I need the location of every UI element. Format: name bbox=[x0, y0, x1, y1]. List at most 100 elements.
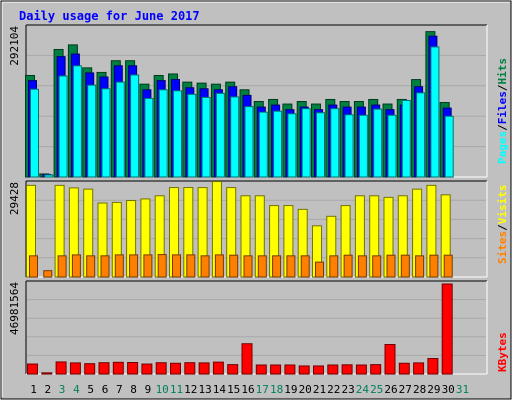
bar-kbytes-day-15 bbox=[227, 364, 239, 375]
x-tick-label-day-19: 19 bbox=[284, 383, 297, 396]
bar-kbytes-day-20 bbox=[298, 365, 310, 375]
x-axis-day-labels: 1 2 3 4 5 6 7 8 9 10 11 12 13 14 15 16 17 18 19 20 21 22 23 24 2… bbox=[30, 383, 469, 396]
legend-item: / bbox=[496, 224, 509, 231]
panel-background bbox=[26, 281, 487, 374]
bar-sites-day-7 bbox=[114, 254, 124, 278]
bar-kbytes-day-22 bbox=[327, 364, 339, 375]
bar-pages-day-27 bbox=[401, 99, 411, 178]
bar-kbytes-day-13 bbox=[198, 362, 210, 375]
bar-sites-day-1 bbox=[29, 255, 38, 278]
bar-pages-day-28 bbox=[416, 92, 426, 178]
bar-sites-day-6 bbox=[100, 255, 110, 278]
bar-sites-day-30 bbox=[443, 254, 453, 278]
bar-sites-day-22 bbox=[329, 255, 339, 278]
x-tick-label-day-22: 22 bbox=[327, 383, 340, 396]
x-tick-label-day-20: 20 bbox=[299, 383, 312, 396]
bar-pages-day-14 bbox=[215, 92, 225, 178]
bar-kbytes-day-18 bbox=[270, 364, 282, 375]
x-tick-label-day-14: 14 bbox=[213, 383, 227, 396]
bar-sites-day-3 bbox=[57, 255, 67, 278]
y-max-label-kbytes: 46981564 bbox=[8, 282, 21, 335]
x-tick-label-day-28: 28 bbox=[413, 383, 426, 396]
bar-kbytes-day-26 bbox=[384, 343, 396, 375]
bar-kbytes-day-2 bbox=[41, 372, 53, 375]
x-tick-label-day-16: 16 bbox=[241, 383, 254, 396]
bar-kbytes-day-10 bbox=[155, 362, 167, 375]
bar-kbytes-day-30 bbox=[441, 283, 453, 375]
bar-sites-day-5 bbox=[86, 255, 96, 278]
bar-sites-day-10 bbox=[157, 254, 167, 278]
bar-pages-day-12 bbox=[187, 93, 197, 178]
bar-pages-day-7 bbox=[115, 81, 125, 178]
x-tick-label-day-2: 2 bbox=[44, 383, 51, 396]
bar-pages-day-13 bbox=[201, 96, 211, 178]
bar-sites-day-18 bbox=[272, 255, 282, 278]
bar-kbytes-day-28 bbox=[413, 362, 425, 375]
bar-sites-day-16 bbox=[243, 255, 253, 278]
legend-item: Pages bbox=[496, 131, 509, 164]
y-max-label-visits: 29428 bbox=[8, 182, 21, 215]
bar-pages-day-18 bbox=[273, 110, 283, 178]
x-tick-label-day-21: 21 bbox=[313, 383, 326, 396]
bar-sites-day-25 bbox=[372, 255, 382, 278]
legend-item: Visits bbox=[496, 185, 509, 225]
bar-sites-day-8 bbox=[129, 254, 139, 278]
x-tick-label-day-5: 5 bbox=[87, 383, 94, 396]
bar-pages-day-8 bbox=[130, 74, 140, 178]
bar-kbytes-day-9 bbox=[141, 363, 153, 375]
bar-pages-day-26 bbox=[387, 114, 397, 178]
bar-kbytes-day-25 bbox=[370, 364, 382, 375]
bar-sites-day-29 bbox=[429, 254, 439, 278]
bar-sites-day-24 bbox=[357, 255, 367, 278]
bar-sites-day-20 bbox=[300, 255, 310, 278]
bar-kbytes-day-24 bbox=[355, 364, 367, 375]
bar-sites-day-28 bbox=[415, 255, 425, 278]
bar-kbytes-day-14 bbox=[212, 361, 224, 375]
bar-kbytes-day-19 bbox=[284, 364, 296, 375]
x-tick-label-day-31: 31 bbox=[456, 383, 469, 396]
legend-item: / bbox=[496, 124, 509, 131]
bar-sites-day-2 bbox=[43, 270, 53, 278]
legend-item: Hits bbox=[496, 58, 509, 85]
x-tick-label-day-12: 12 bbox=[184, 383, 197, 396]
bar-pages-day-2 bbox=[44, 174, 54, 178]
bar-pages-day-1 bbox=[30, 88, 39, 178]
x-tick-label-day-8: 8 bbox=[130, 383, 137, 396]
bar-pages-day-16 bbox=[244, 106, 254, 178]
bar-pages-day-22 bbox=[330, 108, 340, 178]
bar-kbytes-day-23 bbox=[341, 364, 353, 375]
bar-sites-day-4 bbox=[71, 254, 81, 278]
x-tick-label-day-9: 9 bbox=[145, 383, 152, 396]
bar-pages-day-21 bbox=[316, 112, 325, 178]
bar-kbytes-day-5 bbox=[84, 363, 96, 375]
bar-kbytes-day-11 bbox=[170, 362, 181, 375]
bar-sites-day-21 bbox=[315, 261, 324, 278]
bar-kbytes-day-17 bbox=[255, 364, 267, 375]
bar-pages-day-23 bbox=[344, 114, 354, 178]
legend-kbytes: KBytes bbox=[496, 332, 509, 372]
legend-visits: Sites/Visits bbox=[496, 185, 509, 265]
legend-item: / bbox=[496, 84, 509, 91]
bar-sites-day-27 bbox=[400, 254, 410, 278]
x-tick-label-day-13: 13 bbox=[198, 383, 211, 396]
bar-pages-day-9 bbox=[144, 97, 154, 178]
bar-pages-day-5 bbox=[87, 84, 97, 178]
bar-sites-day-17 bbox=[257, 255, 267, 278]
x-tick-label-day-3: 3 bbox=[59, 383, 66, 396]
bar-pages-day-29 bbox=[430, 46, 440, 178]
bar-kbytes-day-27 bbox=[398, 362, 410, 375]
x-tick-label-day-29: 29 bbox=[427, 383, 440, 396]
bar-pages-day-3 bbox=[58, 75, 68, 178]
x-tick-label-day-23: 23 bbox=[341, 383, 354, 396]
bar-pages-day-24 bbox=[358, 114, 368, 178]
bar-pages-day-30 bbox=[444, 115, 454, 178]
legend-item: Files bbox=[496, 91, 509, 124]
bar-sites-day-12 bbox=[186, 254, 196, 278]
legend-item: KBytes bbox=[496, 332, 509, 372]
x-tick-label-day-11: 11 bbox=[170, 383, 183, 396]
bar-pages-day-25 bbox=[373, 108, 383, 178]
x-tick-label-day-26: 26 bbox=[384, 383, 397, 396]
